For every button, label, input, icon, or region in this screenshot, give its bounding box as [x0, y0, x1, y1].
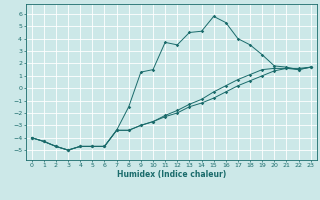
X-axis label: Humidex (Indice chaleur): Humidex (Indice chaleur)	[116, 170, 226, 179]
